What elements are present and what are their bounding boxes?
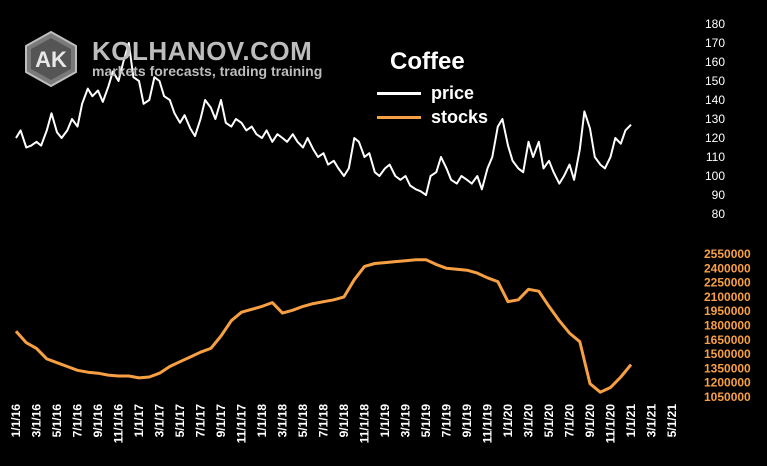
x-tick-label: 5/1/20: [542, 404, 556, 438]
brand-name[interactable]: KOLHANOV.COM: [92, 36, 313, 66]
x-tick-label: 3/1/18: [276, 404, 290, 438]
price-tick-label: 90: [712, 188, 726, 202]
x-tick-label: 5/1/17: [173, 404, 187, 438]
stocks-series-line: [14, 258, 633, 394]
x-tick-label: 1/1/20: [501, 404, 515, 438]
chart-title: Coffee: [390, 48, 465, 75]
price-tick-label: 160: [705, 55, 725, 69]
x-tick-label: 9/1/16: [91, 404, 105, 438]
stocks-tick-label: 1500000: [704, 347, 751, 361]
stocks-tick-label: 2400000: [704, 261, 751, 275]
stocks-tick-label: 2100000: [704, 290, 751, 304]
x-tick-label: 3/1/17: [153, 404, 167, 438]
price-tick-label: 130: [705, 112, 725, 126]
legend-item-stocks: stocks: [377, 106, 488, 128]
price-tick-label: 120: [705, 131, 725, 145]
x-tick-label: 5/1/19: [419, 404, 433, 438]
stocks-tick-label: 1050000: [704, 390, 751, 404]
x-tick-label: 1/1/16: [9, 404, 23, 438]
stocks-tick-label: 1800000: [704, 319, 751, 333]
price-tick-label: 140: [705, 93, 725, 107]
x-tick-label: 7/1/18: [317, 404, 331, 438]
x-tick-label: 1/1/17: [132, 404, 146, 438]
brand-tagline: markets forecasts, trading training: [92, 63, 323, 79]
x-tick-label: 5/1/18: [296, 404, 310, 438]
x-tick-label: 1/1/18: [255, 404, 269, 438]
logo-text: AK: [35, 47, 67, 72]
x-axis-ticks: 1/1/16 3/1/16 5/1/16 7/1/16 9/1/16 11/1/16 1/1…: [9, 404, 679, 444]
x-tick-label: 3/1/16: [30, 404, 44, 438]
x-tick-label: 11/1/19: [481, 404, 495, 444]
x-tick-label: 3/1/21: [645, 404, 659, 438]
x-tick-label: 3/1/20: [522, 404, 536, 438]
x-tick-label: 7/1/19: [440, 404, 454, 438]
x-tick-label: 7/1/17: [194, 404, 208, 438]
x-tick-label: 7/1/16: [71, 404, 85, 438]
x-tick-label: 9/1/17: [214, 404, 228, 438]
x-tick-label: 3/1/19: [399, 404, 413, 438]
price-tick-label: 150: [705, 74, 725, 88]
x-tick-label: 11/1/17: [235, 404, 249, 444]
price-series-line: [15, 42, 632, 196]
stocks-tick-label: 2250000: [704, 276, 751, 290]
price-tick-label: 110: [706, 150, 725, 164]
price-axis-ticks: 180 170 160 150 140 130 120 110 100 90 80: [705, 17, 725, 221]
x-tick-label: 11/1/18: [358, 404, 372, 444]
x-tick-label: 1/1/19: [378, 404, 392, 438]
logo: AK: [22, 30, 80, 88]
x-tick-label: 9/1/20: [583, 404, 597, 438]
x-tick-label: 1/1/21: [624, 404, 638, 438]
price-tick-label: 180: [705, 17, 725, 31]
stocks-tick-label: 1350000: [704, 361, 751, 375]
price-tick-label: 100: [705, 169, 725, 183]
legend-swatch-stocks: [377, 115, 421, 119]
x-tick-label: 5/1/16: [50, 404, 64, 438]
x-tick-label: 5/1/21: [665, 404, 679, 438]
x-tick-label: 11/1/20: [604, 404, 618, 444]
legend-label-price: price: [431, 82, 475, 103]
legend-label-stocks: stocks: [431, 106, 489, 127]
stocks-tick-label: 1950000: [704, 304, 751, 318]
legend-swatch-price: [377, 91, 421, 95]
x-tick-label: 9/1/18: [337, 404, 351, 438]
stocks-tick-label: 2550000: [704, 247, 751, 261]
stocks-axis-ticks: 2550000240000022500002100000195000018000…: [704, 247, 751, 404]
stocks-tick-label: 1200000: [704, 376, 751, 390]
price-tick-label: 80: [712, 207, 726, 221]
x-tick-label: 7/1/20: [563, 404, 577, 438]
x-tick-label: 11/1/16: [112, 404, 126, 444]
stocks-tick-label: 1650000: [704, 333, 751, 347]
x-tick-label: 9/1/19: [460, 404, 474, 438]
legend-item-price: price: [377, 82, 474, 104]
price-tick-label: 170: [705, 36, 725, 50]
